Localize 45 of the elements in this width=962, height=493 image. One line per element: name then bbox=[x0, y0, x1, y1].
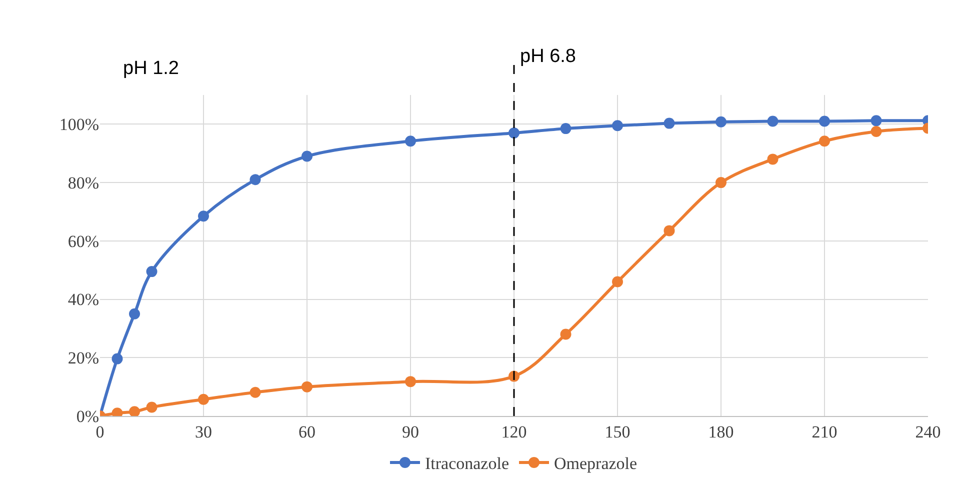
y-tick-label: 60% bbox=[68, 232, 99, 251]
point bbox=[716, 116, 726, 128]
point bbox=[716, 177, 726, 188]
point bbox=[405, 136, 416, 147]
point bbox=[302, 150, 312, 162]
point bbox=[250, 386, 261, 398]
point bbox=[819, 116, 830, 127]
x-tick-label: 180 bbox=[708, 422, 734, 442]
point bbox=[767, 116, 778, 127]
point bbox=[870, 126, 882, 137]
x-tick-label: 90 bbox=[402, 422, 419, 442]
point bbox=[664, 225, 675, 236]
point bbox=[112, 353, 123, 364]
point bbox=[612, 276, 623, 288]
x-tick-label: 210 bbox=[812, 422, 838, 442]
y-tick-label: 100% bbox=[59, 115, 99, 134]
x-tick-label: 60 bbox=[298, 422, 316, 442]
point bbox=[198, 394, 209, 405]
y-tick-label: 80% bbox=[68, 174, 99, 192]
point bbox=[250, 174, 261, 186]
point bbox=[302, 381, 312, 392]
y-tick-label: 40% bbox=[68, 290, 99, 310]
x-tick-label: 240 bbox=[915, 422, 941, 442]
point bbox=[560, 328, 572, 340]
point bbox=[612, 120, 623, 132]
ref-line-label: pH 6.8 bbox=[520, 46, 576, 67]
point bbox=[560, 123, 572, 134]
point bbox=[198, 210, 209, 222]
text: pH 1.2 bbox=[123, 58, 179, 79]
point bbox=[146, 402, 158, 413]
x-tick-label: 120 bbox=[501, 422, 527, 442]
point bbox=[129, 406, 140, 416]
legend-label: Omeprazole bbox=[554, 454, 638, 474]
point bbox=[508, 127, 520, 138]
point bbox=[870, 115, 882, 126]
point bbox=[664, 118, 675, 129]
point bbox=[767, 154, 778, 165]
x-tick-label: 150 bbox=[604, 422, 630, 442]
point bbox=[129, 308, 140, 320]
x-tick-label: 30 bbox=[195, 422, 212, 442]
point bbox=[146, 266, 158, 278]
point bbox=[819, 136, 830, 147]
legend-label: Itraconazole bbox=[425, 454, 509, 474]
y-tick-label: 20% bbox=[68, 348, 99, 368]
point bbox=[405, 376, 416, 388]
